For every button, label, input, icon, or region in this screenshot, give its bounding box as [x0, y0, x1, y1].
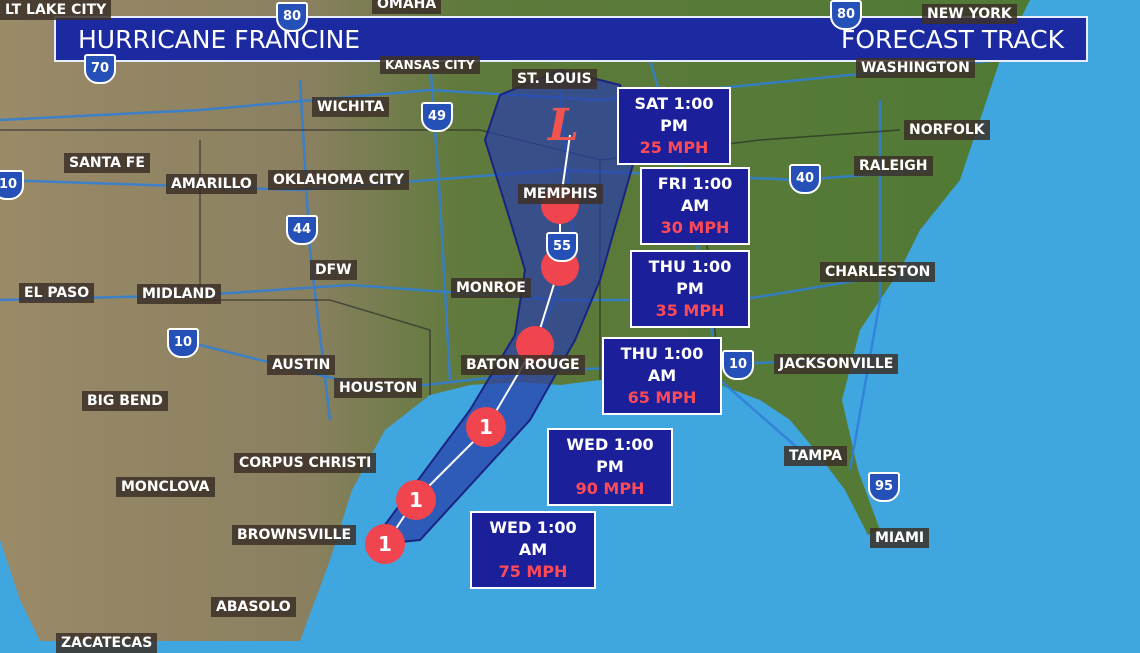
city-label: BIG BEND — [82, 391, 168, 411]
forecast-time: FRI 1:00 AM — [657, 174, 733, 215]
city-label: CHARLESTON — [820, 262, 936, 282]
forecast-time: THU 1:00 AM — [620, 344, 704, 385]
storm-markers — [516, 186, 579, 364]
city-label: CORPUS CHRISTI — [234, 453, 377, 473]
interstate-shield: 44 — [286, 215, 318, 245]
forecast-time: WED 1:00 AM — [489, 518, 577, 559]
interstate-shield: 40 — [789, 164, 821, 194]
forecast-wind: 65 MPH — [627, 388, 697, 407]
forecast-wind: 25 MPH — [639, 138, 709, 157]
interstate-shield: 10 — [167, 328, 199, 358]
city-label: EL PASO — [19, 283, 95, 303]
hurricane-icon: 1 — [466, 407, 506, 447]
interstate-shield: 10 — [722, 350, 754, 380]
forecast-box-thu-1pm: THU 1:00 PM 35 MPH — [630, 250, 750, 328]
city-label: WICHITA — [312, 97, 390, 117]
forecast-wind: 35 MPH — [655, 301, 725, 320]
city-label: OMAHA — [372, 0, 442, 14]
city-label: NEW YORK — [922, 4, 1017, 24]
city-label: AMARILLO — [166, 174, 257, 194]
city-label: LT LAKE CITY — [0, 0, 112, 20]
city-label: MONROE — [451, 278, 531, 298]
forecast-time: SAT 1:00 PM — [634, 94, 714, 135]
page-subtitle: FORECAST TRACK — [840, 24, 1064, 54]
storm-marker — [516, 326, 554, 364]
interstate-shield: 49 — [421, 102, 453, 132]
interstate-shield: 80 — [276, 2, 308, 32]
page-title: HURRICANE FRANCINE — [78, 24, 361, 54]
city-label: OKLAHOMA CITY — [268, 170, 409, 190]
city-label: MIDLAND — [137, 284, 221, 304]
city-label: DFW — [310, 260, 357, 280]
city-label: MIAMI — [870, 528, 930, 548]
city-label: ABASOLO — [211, 597, 296, 617]
city-label: ST. LOUIS — [512, 69, 597, 89]
city-label: WASHINGTON — [856, 58, 975, 78]
forecast-box-wed-1am: WED 1:00 AM 75 MPH — [470, 511, 596, 589]
interstate-shield: 10 — [0, 170, 24, 200]
forecast-box-wed-1pm: WED 1:00 PM 90 MPH — [547, 428, 673, 506]
city-label: AUSTIN — [267, 355, 336, 375]
land — [0, 0, 1030, 641]
interstate-shield: 95 — [868, 472, 900, 502]
forecast-wind: 90 MPH — [575, 479, 645, 498]
city-label: SANTA FE — [64, 153, 150, 173]
city-label: NORFOLK — [904, 120, 990, 140]
interstate-shield: 55 — [546, 232, 578, 262]
city-label: KANSAS CITY — [380, 56, 480, 74]
city-label: HOUSTON — [334, 378, 423, 398]
forecast-wind: 30 MPH — [660, 218, 730, 237]
city-label: BROWNSVILLE — [232, 525, 357, 545]
interstate-shield: 70 — [84, 54, 116, 84]
low-pressure-icon: L — [548, 100, 579, 151]
forecast-time: WED 1:00 PM — [566, 435, 654, 476]
interstate-shield: 80 — [830, 0, 862, 30]
city-label: RALEIGH — [854, 156, 933, 176]
hurricane-icon: 1 — [365, 524, 405, 564]
forecast-time: THU 1:00 PM — [648, 257, 732, 298]
forecast-box-thu-1am: THU 1:00 AM 65 MPH — [602, 337, 722, 415]
title-banner: HURRICANE FRANCINE FORECAST TRACK — [54, 16, 1088, 62]
hurricane-icon: 1 — [396, 480, 436, 520]
forecast-wind: 75 MPH — [498, 562, 568, 581]
city-label: MEMPHIS — [518, 184, 603, 204]
city-label: JACKSONVILLE — [774, 354, 899, 374]
city-label: BATON ROUGE — [461, 355, 585, 375]
forecast-box-fri-1am: FRI 1:00 AM 30 MPH — [640, 167, 750, 245]
city-label: ZACATECAS — [56, 633, 158, 653]
city-label: TAMPA — [784, 446, 848, 466]
city-label: MONCLOVA — [116, 477, 215, 497]
forecast-box-sat-1pm: SAT 1:00 PM 25 MPH — [617, 87, 731, 165]
